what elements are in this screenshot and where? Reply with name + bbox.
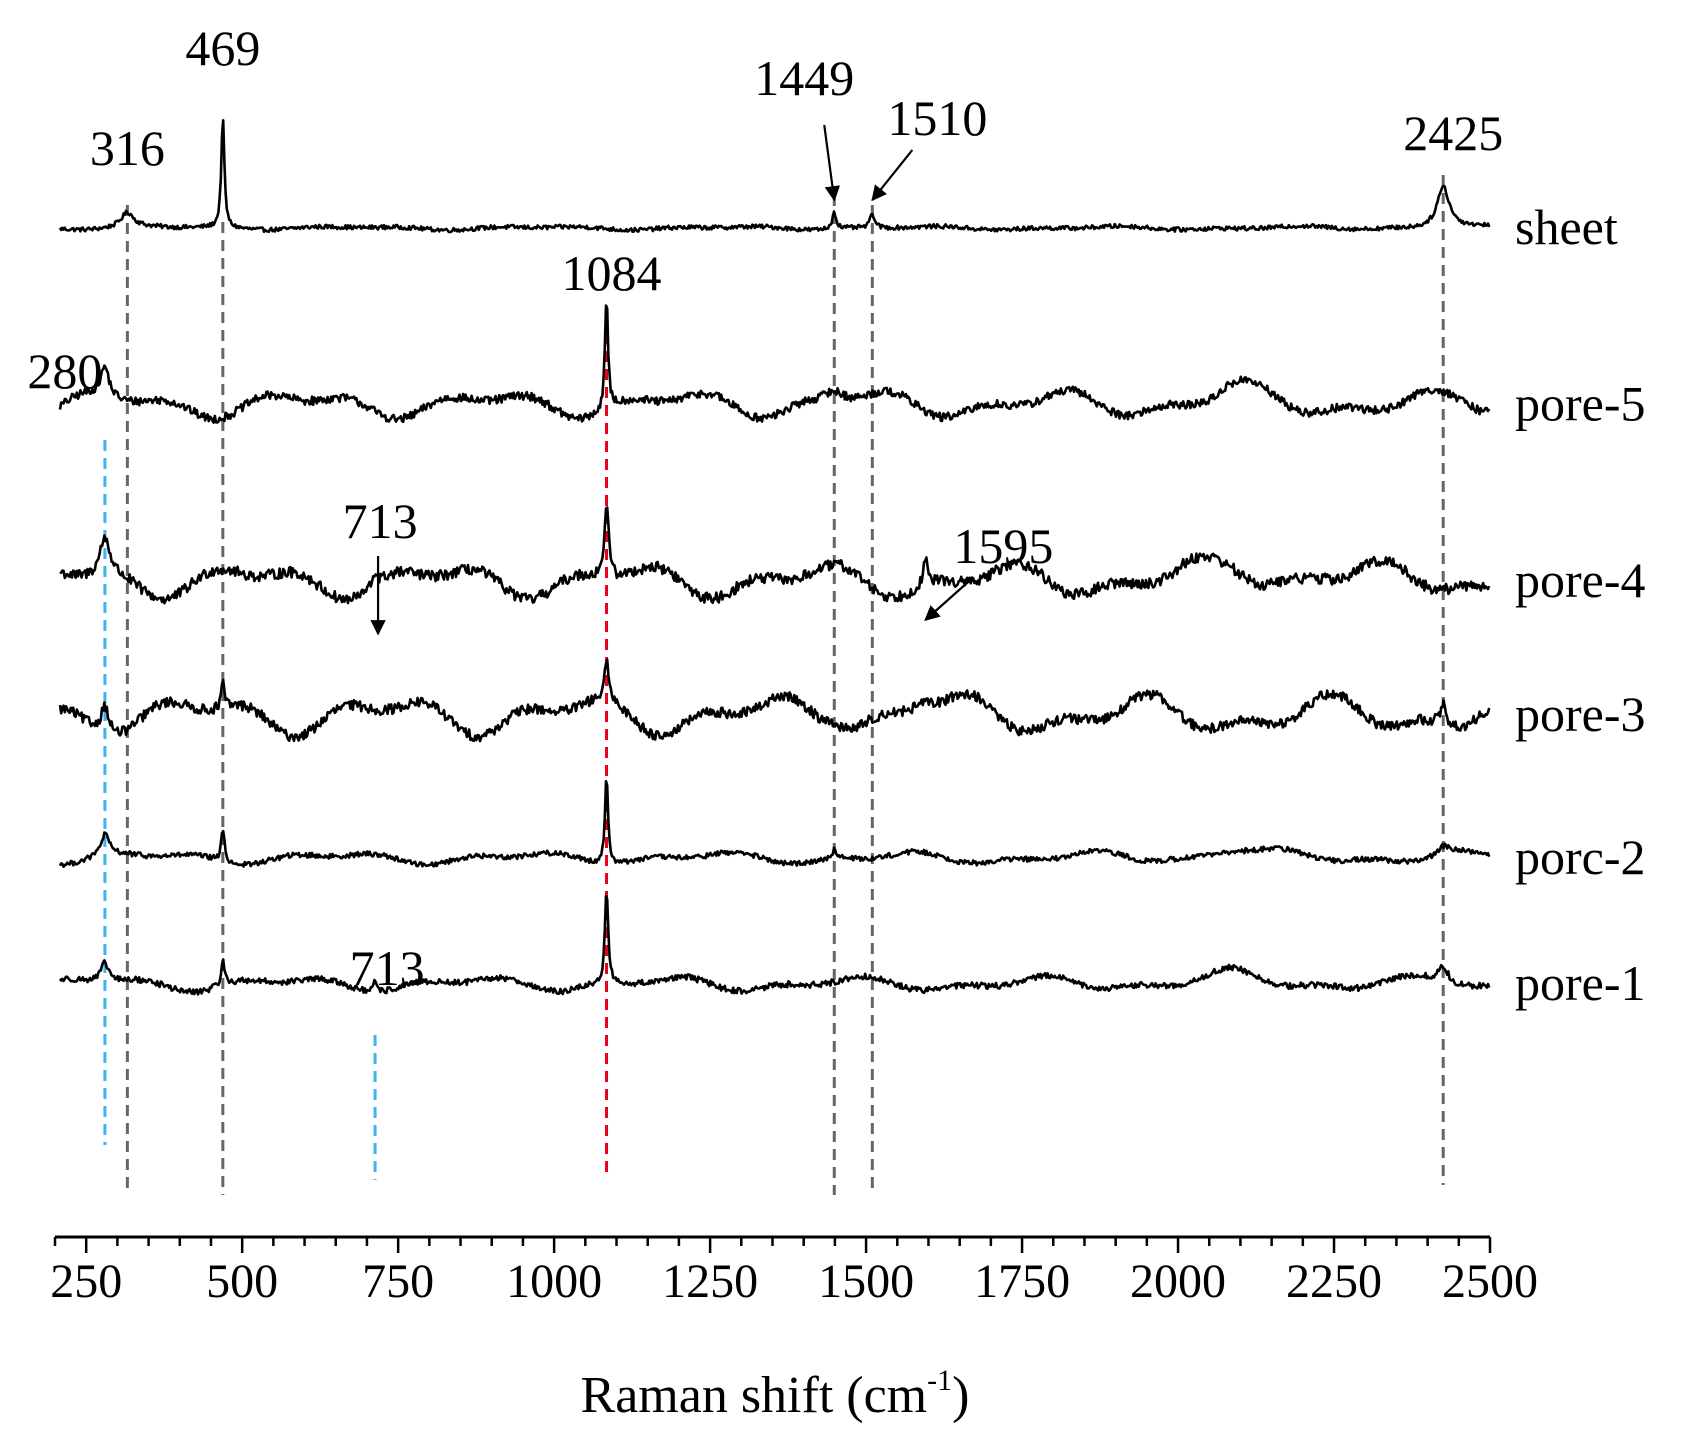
x-tick-label: 2250 (1286, 1255, 1382, 1308)
spectra-group (58, 119, 1491, 996)
peak-label-280: 280 (27, 343, 102, 399)
peak-arrow-1510 (871, 149, 914, 202)
series-labels: sheet pore-5 pore-4 pore-3 porc-2 pore-1 (1515, 199, 1646, 1011)
spectrum-sheet (58, 119, 1491, 234)
x-tick-label: 1500 (818, 1255, 914, 1308)
series-label-pore-3: pore-3 (1515, 686, 1646, 742)
x-axis-label: Raman shift (cm-1) (581, 1364, 970, 1424)
peak-annotations: 469 316 1449 1510 2425 1084 280 713 1595 713 (27, 20, 1503, 996)
peak-label-1449: 1449 (754, 50, 854, 106)
x-tick-label: 1750 (974, 1255, 1070, 1308)
series-label-porc-2: porc-2 (1515, 829, 1646, 885)
x-tick-label: 2500 (1442, 1255, 1538, 1308)
spectrum-porc-2 (58, 779, 1491, 869)
series-label-pore-1: pore-1 (1515, 955, 1646, 1011)
x-tick-label: 1250 (662, 1255, 758, 1308)
series-label-pore-4: pore-4 (1515, 552, 1646, 608)
peak-label-1595: 1595 (953, 518, 1053, 574)
peak-arrow-1595 (924, 579, 972, 622)
x-tick-label: 1000 (506, 1255, 602, 1308)
x-axis: 250 500 750 1000 1250 1500 1750 2000 2250 2500 (50, 1235, 1538, 1308)
peak-label-713: 713 (350, 940, 425, 996)
peak-label-1084: 1084 (562, 245, 662, 301)
peak-label-2425: 2425 (1403, 105, 1503, 161)
x-tick-label: 2000 (1130, 1255, 1226, 1308)
spectrum-pore-4 (59, 506, 1491, 605)
spectrum-pore-5 (58, 304, 1491, 424)
series-label-sheet: sheet (1515, 199, 1618, 255)
guide-lines (103, 175, 1445, 1195)
peak-label-1510: 1510 (887, 90, 987, 146)
peak-label-316: 316 (90, 120, 165, 176)
x-tick-label: 500 (206, 1255, 278, 1308)
x-tick-label: 250 (50, 1255, 122, 1308)
spectrum-pore-1 (58, 894, 1491, 996)
x-tick-label: 750 (362, 1255, 434, 1308)
series-label-pore-5: pore-5 (1515, 375, 1646, 431)
spectrum-pore-3 (58, 658, 1491, 743)
peak-label-713: 713 (343, 493, 418, 549)
peak-label-469: 469 (185, 20, 260, 76)
peak-arrow-1449 (823, 124, 841, 202)
